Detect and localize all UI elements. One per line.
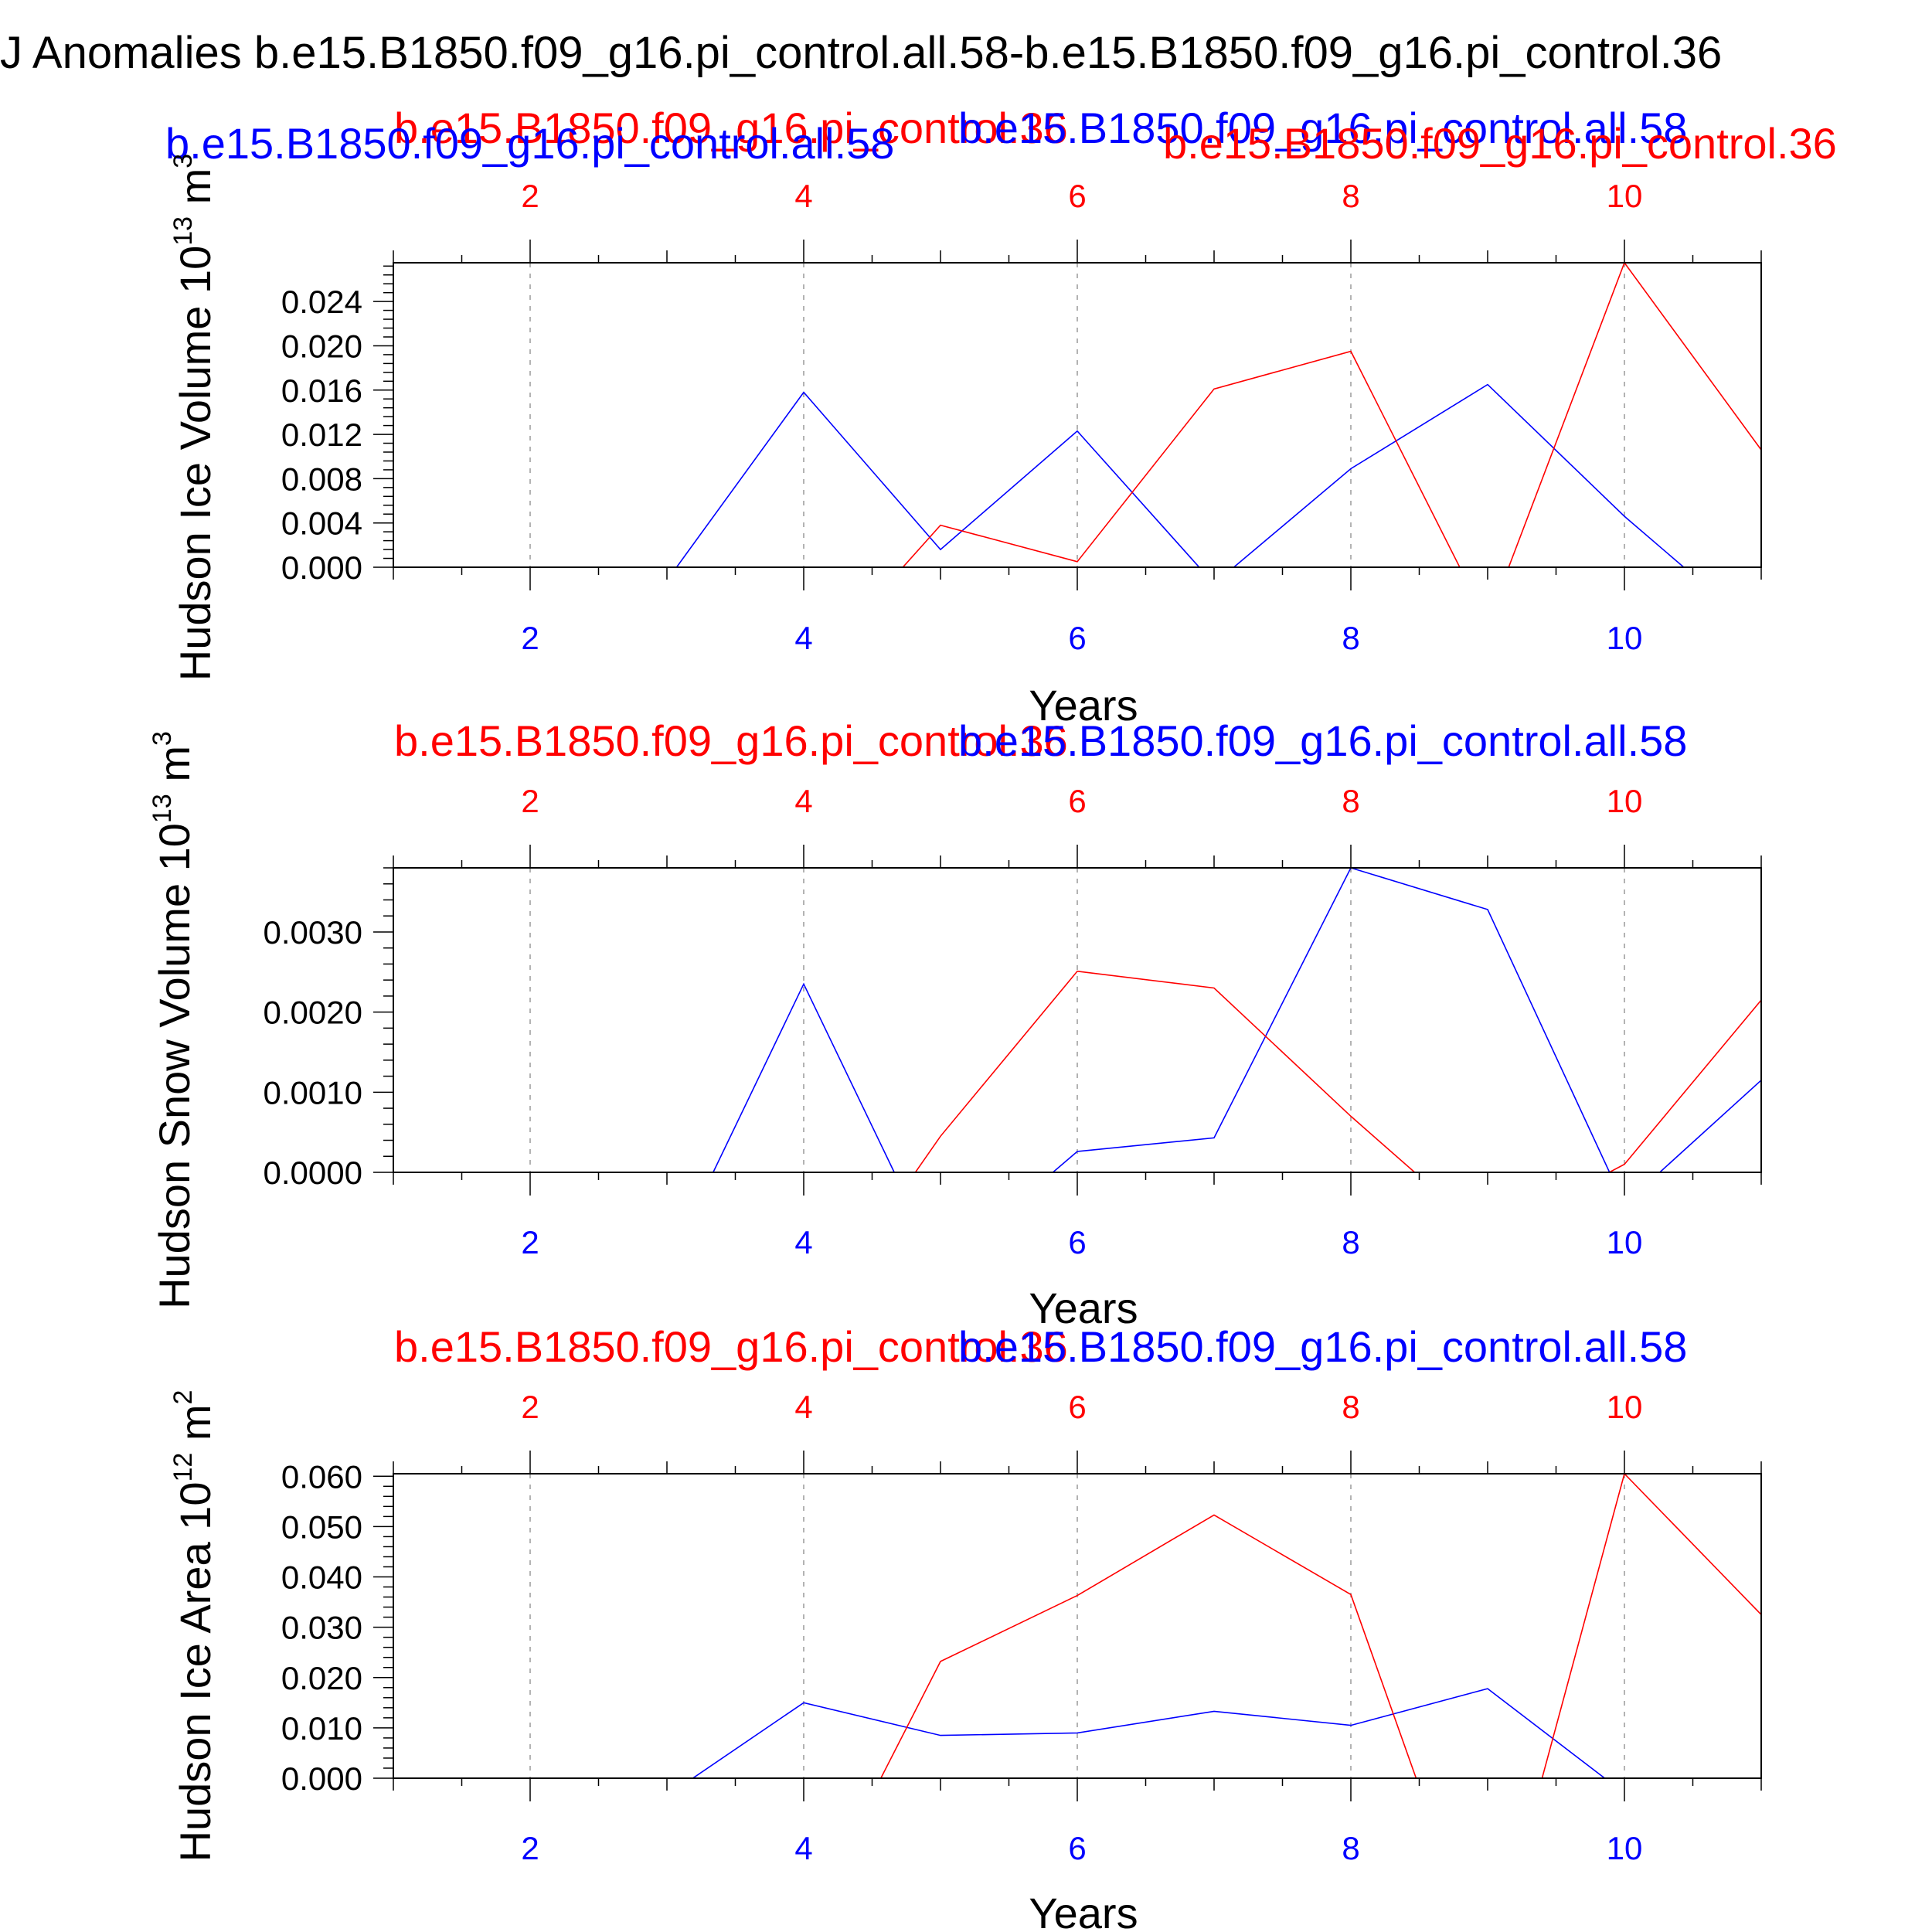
x-tick-label-top: 4: [794, 1389, 812, 1425]
x-tick-label-top: 10: [1607, 1389, 1643, 1425]
x-tick-label-bottom: 2: [521, 620, 539, 656]
series-line-all58: [675, 383, 1685, 567]
x-tick-label-bottom: 10: [1607, 620, 1643, 656]
main-title: J Anomalies b.e15.B1850.f09_g16.pi_contr…: [0, 28, 1722, 78]
y-tick-label: 0.0000: [264, 1155, 362, 1191]
x-tick-label-top: 8: [1342, 783, 1359, 819]
y-tick-label: 0.020: [281, 1660, 362, 1696]
x-tick-label-bottom: 2: [521, 1830, 539, 1866]
y-tick-label: 0.0010: [264, 1074, 362, 1111]
x-tick-label-top: 6: [1068, 1389, 1086, 1425]
chart-panel-2: 0.0000 0.0010 0.0020 0.0030 2 2 4 4 6 6 8 8 10 10 Year…: [148, 716, 1762, 1332]
x-tick-label-top: 10: [1607, 783, 1643, 819]
series-line-all58: [712, 868, 1761, 1172]
series-line-36: [902, 263, 1761, 567]
y-tick-label: 0.060: [281, 1458, 362, 1495]
x-tick-label-bottom: 4: [794, 620, 812, 656]
series-line-36: [914, 970, 1761, 1172]
chart-panel-1: 0.000 0.004 0.008 0.012 0.016 0.020 0.024 2 2 4 4 6…: [165, 104, 1837, 730]
series-name-label: b.e15.B1850.f09_g16.pi_control.36: [394, 1322, 1068, 1371]
x-tick-label-top: 6: [1068, 783, 1086, 819]
x-tick-label-bottom: 4: [794, 1224, 812, 1260]
x-tick-label-bottom: 8: [1342, 1224, 1359, 1260]
series-name-label: b.e15.B1850.f09_g16.pi_control.all.58: [958, 716, 1687, 765]
x-tick-label-bottom: 8: [1342, 620, 1359, 656]
y-axis-label: Hudson Snow Volume 1013 m3: [148, 731, 199, 1309]
y-tick-label: 0.020: [281, 328, 362, 364]
x-tick-label-top: 2: [521, 1389, 539, 1425]
x-tick-label-bottom: 10: [1607, 1830, 1643, 1866]
y-tick-label: 0.030: [281, 1610, 362, 1646]
series-name-label: b.e15.B1850.f09_g16.pi_control.all.58: [958, 1322, 1687, 1371]
y-tick-label: 0.004: [281, 505, 362, 542]
series-name-label: b.e15.B1850.f09_g16.pi_control.36: [394, 716, 1068, 765]
x-tick-label-bottom: 6: [1068, 620, 1086, 656]
series-line-all58: [692, 1688, 1606, 1778]
y-tick-label: 0.000: [281, 1760, 362, 1797]
x-tick-label-bottom: 6: [1068, 1830, 1086, 1866]
x-tick-label-top: 4: [794, 783, 812, 819]
x-tick-label-top: 6: [1068, 178, 1086, 214]
y-tick-label: 0.012: [281, 417, 362, 453]
y-tick-label: 0.0030: [264, 914, 362, 951]
x-tick-label-bottom: 6: [1068, 1224, 1086, 1260]
y-axis-label: Hudson Ice Area 1012 m2: [168, 1390, 219, 1862]
chart-panel-3: 0.000 0.010 0.020 0.030 0.040 0.050 0.060 2 2 4 4 6…: [168, 1322, 1762, 1932]
x-tick-label-top: 2: [521, 783, 539, 819]
x-tick-label-top: 4: [794, 178, 812, 214]
y-tick-label: 0.024: [281, 284, 362, 320]
series-line-36: [879, 1474, 1761, 1778]
y-tick-label: 0.016: [281, 372, 362, 409]
x-tick-label-top: 10: [1607, 178, 1643, 214]
series-name-label: b.e15.B1850.f09_g16.pi_control.36: [394, 104, 1068, 152]
y-tick-label: 0.010: [281, 1710, 362, 1747]
y-axis-label: Hudson Ice Volume 1013 m3: [168, 154, 219, 681]
series-name-label: b.e15.B1850.f09_g16.pi_control.all.58: [165, 119, 894, 168]
series-name-label: b.e15.B1850.f09_g16.pi_control.36: [1163, 119, 1837, 168]
x-tick-label-bottom: 10: [1607, 1224, 1643, 1260]
y-tick-label: 0.050: [281, 1509, 362, 1545]
x-tick-label-top: 8: [1342, 1389, 1359, 1425]
y-tick-label: 0.008: [281, 461, 362, 497]
x-tick-label-bottom: 8: [1342, 1830, 1359, 1866]
x-tick-label-top: 8: [1342, 178, 1359, 214]
y-tick-label: 0.0020: [264, 995, 362, 1031]
x-tick-label-bottom: 4: [794, 1830, 812, 1866]
x-tick-label-bottom: 2: [521, 1224, 539, 1260]
x-tick-label-top: 2: [521, 178, 539, 214]
x-axis-label: Years: [1029, 1284, 1138, 1332]
y-tick-label: 0.040: [281, 1560, 362, 1596]
y-tick-label: 0.000: [281, 549, 362, 586]
x-axis-label: Years: [1029, 681, 1138, 730]
series-name-label: b.e15.B1850.f09_g16.pi_control.all.58: [958, 104, 1687, 152]
x-axis-label: Years: [1029, 1889, 1138, 1932]
